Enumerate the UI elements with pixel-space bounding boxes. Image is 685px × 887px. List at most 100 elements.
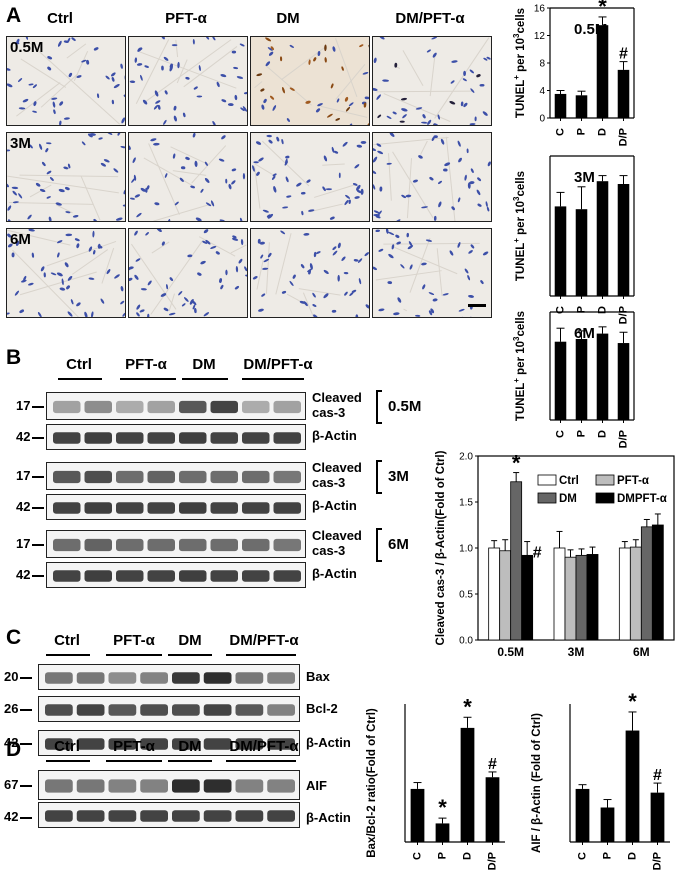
panel-label-b: B <box>6 346 22 369</box>
tunel-charts: 0 4 8 12 16 C P D * D/P #0.5M TUNEL+ per 103cells C P… <box>512 0 635 448</box>
x-label-C: C <box>577 852 589 860</box>
cas3-blot-6M <box>46 530 306 558</box>
cas3-y-label: Cleaved cas-3 / β-Actin(Fold of Ctrl) <box>435 450 447 645</box>
panel-label-a: A <box>6 4 22 27</box>
x-label-P: P <box>437 852 449 859</box>
timepoint-label-3M: 3M <box>10 135 31 152</box>
d-label-0: AIF <box>306 778 327 793</box>
bar-6M-DMPFT-α <box>651 524 664 641</box>
d-underline-pft <box>106 760 162 762</box>
bar-C <box>554 206 567 296</box>
c-header-dmpft: DM/PFT-α <box>229 632 299 649</box>
micrograph-6M-0: 6M <box>6 228 126 318</box>
actin-label-6M: β-Actin <box>312 566 357 581</box>
bar-D/P <box>617 184 630 296</box>
micrograph-nuclei <box>251 37 369 125</box>
tunel-chart-title: 3M <box>574 169 595 186</box>
micrograph-6M-1 <box>128 228 248 318</box>
d-header-dm: DM <box>178 738 202 755</box>
d-underline-dm <box>168 760 212 762</box>
legend-label-Ctrl: Ctrl <box>559 475 579 487</box>
tunel-y-label: TUNEL+ per 103cells <box>512 171 527 281</box>
bar-D <box>460 727 475 842</box>
timepoint-label-6M: 6M <box>10 231 31 248</box>
tunel-y-label: TUNEL+ per 103cells <box>512 311 527 421</box>
mw-42-3M: 42 <box>16 499 46 514</box>
legend-swatch-DM <box>537 492 557 504</box>
blot-bands <box>45 779 295 793</box>
micrograph-nuclei <box>251 229 369 317</box>
aif-chart: C P D * D/P # AIF / β-Actin (Fold of Ctrl) <box>531 692 670 870</box>
micrograph-nuclei <box>7 229 125 317</box>
group-header-dm: DM <box>276 10 300 27</box>
x-label-P: P <box>576 306 588 313</box>
mw-17-0.5M: 17 <box>16 398 46 413</box>
x-label-D/P: D/P <box>652 852 664 870</box>
micrograph-0.5M-3 <box>372 36 492 126</box>
blot-bands <box>53 400 301 414</box>
c-header-ctrl: Ctrl <box>54 632 80 649</box>
mw-42-6M: 42 <box>16 567 46 582</box>
micrograph-nuclei <box>129 229 247 317</box>
bar-D/P <box>650 792 665 842</box>
significance-mark: # <box>619 46 628 63</box>
c-blot-Bax <box>38 664 300 690</box>
y-tick-label: 16 <box>534 4 546 15</box>
actin-label-0.5M: β-Actin <box>312 428 357 443</box>
panel-label-d: D <box>6 738 22 761</box>
legend-label-PFT-α: PFT-α <box>617 475 649 487</box>
d-blot-AIF <box>38 770 300 800</box>
significance-mark: * <box>463 694 472 719</box>
legend-swatch-DMPFT-α <box>595 492 615 504</box>
cleaved-cas3-chart: 0.0 0.5 1.0 1.5 2.0 * #0.5M 3M 6M Ctrl PFT-α DM DMPF… <box>435 450 675 659</box>
blot-bands <box>53 570 301 582</box>
d-header-pft: PFT-α <box>113 738 155 755</box>
blot-bands <box>53 502 301 514</box>
micrograph-nuclei <box>373 229 491 317</box>
d-mw-1: 42 <box>4 809 34 824</box>
c-header-dm: DM <box>178 632 202 649</box>
actin-label-3M: β-Actin <box>312 498 357 513</box>
blot-bands <box>53 470 301 484</box>
blot-bands <box>53 432 301 444</box>
blot-bands <box>45 704 295 716</box>
bar-D <box>596 25 609 118</box>
blot-bands <box>45 810 295 822</box>
cas3-blot-3M <box>46 462 306 490</box>
micrograph-6M-2 <box>250 228 370 318</box>
panel-label-c: C <box>6 626 22 649</box>
x-label-0.5M: 0.5M <box>497 645 524 659</box>
b-underline-dm <box>182 378 228 380</box>
micrograph-0.5M-1 <box>128 36 248 126</box>
cas3-label-2-0.5M: cas-3 <box>312 405 346 420</box>
cas3-label-1-3M: Cleaved <box>312 460 362 475</box>
bar-D <box>596 333 609 420</box>
bar-C <box>575 788 590 842</box>
legend-swatch-PFT-α <box>595 474 615 486</box>
chart-y-label: AIF / β-Actin (Fold of Ctrl) <box>531 713 543 853</box>
tunel-chart-title: 6M <box>574 325 595 342</box>
bar-3M-DM <box>575 554 588 641</box>
group-header-ctrl: Ctrl <box>47 10 73 27</box>
cas3-label-1-0.5M: Cleaved <box>312 390 362 405</box>
bax-bcl2-chart: C P * D * D/P # Bax/Bcl-2 ratio(Fold of Ctrl) <box>366 694 505 870</box>
b-timepoint-6M: 6M <box>388 536 409 553</box>
micrograph-3M-2 <box>250 132 370 222</box>
y-tick-label: 4 <box>539 86 545 97</box>
bar-P <box>575 95 588 118</box>
b-header-dmpft: DM/PFT-α <box>243 356 313 373</box>
c-header-pft: PFT-α <box>113 632 155 649</box>
x-label-P: P <box>576 430 588 437</box>
significance-mark: * <box>628 692 637 714</box>
x-label-C: C <box>412 852 424 860</box>
x-label-D: D <box>462 852 474 860</box>
bar-D/P <box>485 777 500 842</box>
bar-3M-DMPFT-α <box>586 554 599 641</box>
micrograph-nuclei <box>129 37 247 125</box>
tunel-chart-title: 0.5M <box>574 21 607 38</box>
x-label-C: C <box>555 430 567 438</box>
blot-bands <box>53 538 301 552</box>
c-underline-ctrl <box>46 654 90 656</box>
y-tick-label: 1.5 <box>459 498 473 509</box>
scale-bar <box>468 304 486 307</box>
